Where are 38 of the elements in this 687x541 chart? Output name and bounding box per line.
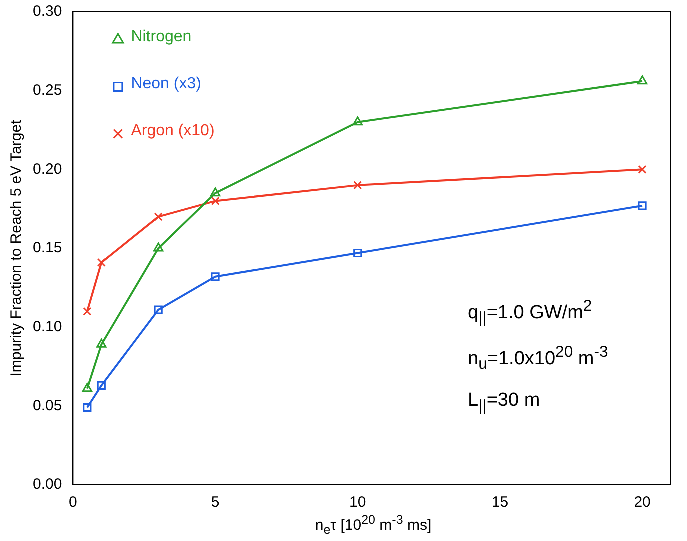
x-tick-label: 0 <box>69 494 78 512</box>
point <box>352 116 363 126</box>
point <box>83 307 92 316</box>
y-tick-label: 0.20 <box>32 160 62 178</box>
annotation: q$_{||}$=1.0 GW/m$^{2}$ <box>468 298 592 328</box>
y-tick-label: 0.10 <box>32 318 62 336</box>
x-axis-title: n$_{e}$τ [10$^{20}$ m$^{-3}$ ms] <box>314 513 433 537</box>
point <box>83 403 92 412</box>
point <box>211 272 220 282</box>
y-tick-label: 0.00 <box>32 476 62 494</box>
y-tick-label: 0.30 <box>32 3 62 20</box>
point <box>154 212 163 222</box>
point <box>97 258 106 267</box>
point <box>637 76 648 85</box>
point <box>211 196 220 206</box>
legend-label: Neon (x3) <box>131 75 202 92</box>
x-tick-label: 15 <box>492 494 509 512</box>
annotation: n$_{u}$=1.0x10$^{20}$ m$^{-3}$ <box>468 344 608 374</box>
point <box>96 338 107 348</box>
y-tick-label: 0.15 <box>32 240 62 257</box>
y-axis-title: Impurity Fraction to Reach 5 eV Target <box>8 119 26 377</box>
y-tick-label: 0.25 <box>32 82 62 99</box>
point <box>154 306 163 314</box>
point <box>97 381 106 390</box>
x-tick-label: 10 <box>350 494 366 512</box>
point <box>354 181 362 190</box>
point <box>210 188 221 197</box>
point <box>354 248 362 258</box>
x-tick-label: 20 <box>634 494 651 512</box>
point <box>154 242 164 252</box>
annotation: L$_{||}$=30 m <box>468 390 540 416</box>
legend-label: Nitrogen <box>131 28 192 46</box>
y-tick-label: 0.05 <box>32 397 62 414</box>
legend-label: Argon (x10) <box>131 122 215 140</box>
point <box>638 202 647 210</box>
point <box>82 383 93 392</box>
x-tick-label: 5 <box>211 494 220 512</box>
point <box>638 165 647 174</box>
